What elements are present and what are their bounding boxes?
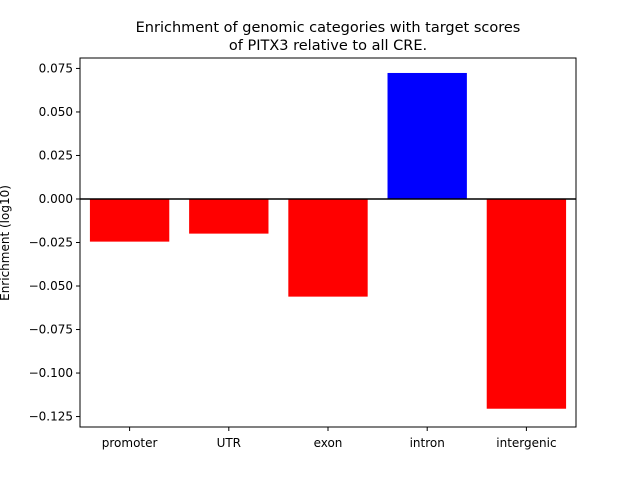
x-tick-label-intron: intron <box>410 436 445 450</box>
chart-title-line-1: Enrichment of genomic categories with ta… <box>136 20 521 36</box>
bar-UTR <box>189 198 269 234</box>
y-tick-label: −0.075 <box>29 323 73 337</box>
chart-title-line-2: of PITX3 relative to all CRE. <box>229 38 427 54</box>
y-tick-label: 0.075 <box>39 61 73 75</box>
y-axis-label: Enrichment (log10) <box>0 185 12 301</box>
x-tick-label-exon: exon <box>314 436 343 450</box>
y-tick-label: 0.050 <box>39 105 73 119</box>
y-tick-label: −0.025 <box>29 236 73 250</box>
bar-intron <box>387 72 467 199</box>
bar-promoter <box>89 198 170 242</box>
y-tick-label: 0.000 <box>39 192 73 206</box>
bar-intergenic <box>486 198 567 409</box>
y-tick-label: −0.125 <box>29 410 73 424</box>
x-tick-label-intergenic: intergenic <box>496 436 556 450</box>
x-axis: promoter UTR exon intron intergenic <box>102 427 557 450</box>
x-tick-label-promoter: promoter <box>102 436 158 450</box>
bars-group <box>89 72 567 409</box>
y-tick-label: −0.050 <box>29 279 73 293</box>
bar-exon <box>288 198 368 297</box>
x-tick-label-UTR: UTR <box>217 436 241 450</box>
y-tick-label: 0.025 <box>39 148 73 162</box>
y-tick-label: −0.100 <box>29 366 73 380</box>
y-axis: 0.075 0.050 0.025 0.000 −0.025 −0.050 −0.075 −0… <box>29 61 80 424</box>
